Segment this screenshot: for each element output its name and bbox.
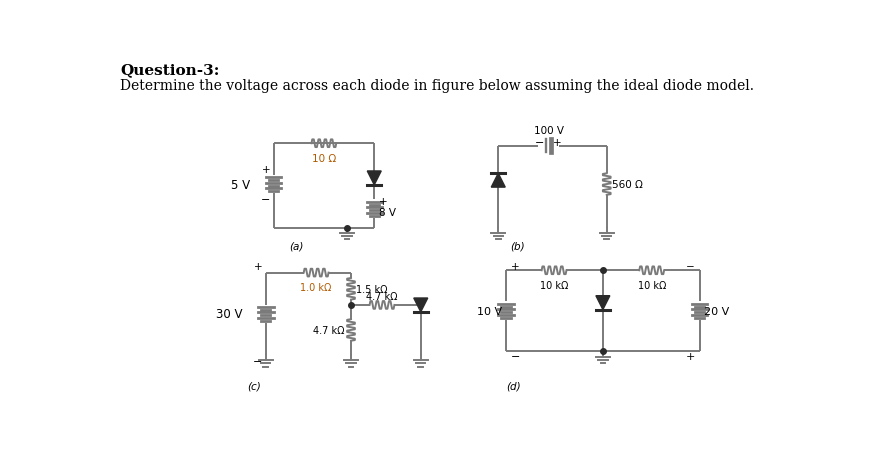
Text: (c): (c) <box>247 381 261 391</box>
Text: −: − <box>510 351 520 361</box>
Text: +: + <box>686 351 696 361</box>
Text: 20 V: 20 V <box>703 306 729 316</box>
Text: 1.5 kΩ: 1.5 kΩ <box>356 284 388 294</box>
Polygon shape <box>596 296 610 310</box>
Text: 10 V: 10 V <box>477 306 502 316</box>
Text: −: − <box>253 357 262 366</box>
Text: 10 kΩ: 10 kΩ <box>540 280 568 290</box>
Text: (b): (b) <box>510 241 525 251</box>
Text: 100 V: 100 V <box>533 125 563 136</box>
Text: 4.7 kΩ: 4.7 kΩ <box>314 325 345 335</box>
Text: 10 kΩ: 10 kΩ <box>638 280 666 290</box>
Text: 8 V: 8 V <box>379 207 396 217</box>
Text: 30 V: 30 V <box>216 307 243 320</box>
Text: 10 Ω: 10 Ω <box>312 154 336 164</box>
Text: +: + <box>254 262 262 272</box>
Polygon shape <box>491 174 505 188</box>
Text: (d): (d) <box>507 381 521 391</box>
Text: +: + <box>510 261 519 271</box>
Text: 4.7 kΩ: 4.7 kΩ <box>366 291 398 301</box>
Text: Question-3:: Question-3: <box>120 63 220 77</box>
Text: 5 V: 5 V <box>231 178 250 191</box>
Text: Determine the voltage across each diode in figure below assuming the ideal diode: Determine the voltage across each diode … <box>120 79 754 93</box>
Text: 1.0 kΩ: 1.0 kΩ <box>300 282 332 292</box>
Text: +: + <box>379 197 387 206</box>
Text: 560 Ω: 560 Ω <box>612 180 643 190</box>
Polygon shape <box>368 172 381 185</box>
Text: +: + <box>261 164 270 174</box>
Polygon shape <box>414 298 428 312</box>
Text: −: − <box>687 261 696 271</box>
Text: −: − <box>261 195 270 205</box>
Text: −: − <box>534 138 544 147</box>
Text: +: + <box>553 138 562 147</box>
Text: (a): (a) <box>290 241 304 251</box>
